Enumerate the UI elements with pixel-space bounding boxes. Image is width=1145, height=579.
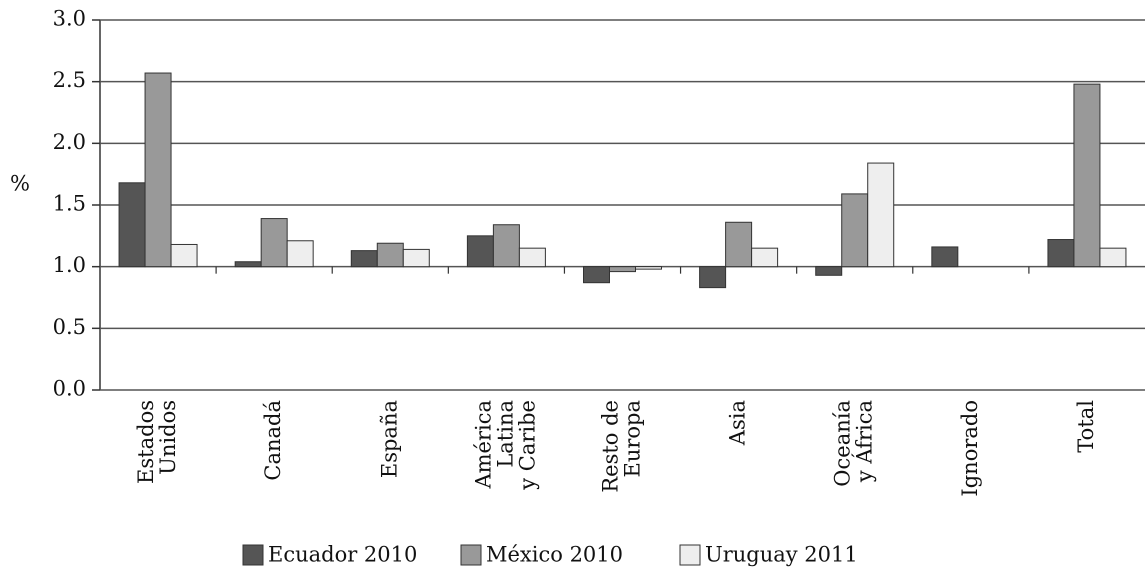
x-tick-label: España (377, 400, 401, 478)
bar (376, 242, 404, 268)
x-tick-label-line: Asia (725, 400, 749, 446)
y-tick-label: 2.0 (53, 130, 86, 154)
legend-swatch (242, 544, 264, 566)
bar (751, 247, 779, 268)
x-tick-label-line: y África (852, 400, 876, 483)
bar (1047, 239, 1075, 268)
bar (635, 266, 662, 270)
x-tick-label: Oceaníay África (830, 400, 876, 487)
x-tick-label-line: Estados (134, 400, 158, 484)
bar (466, 235, 494, 268)
bar (518, 247, 546, 268)
bar (699, 266, 727, 289)
bar (118, 182, 146, 268)
legend-label: Uruguay 2011 (705, 543, 858, 567)
legend-label: México 2010 (486, 543, 623, 567)
x-tick-label: Total (1073, 400, 1097, 453)
bar (234, 261, 262, 268)
bar (144, 72, 172, 268)
x-tick-label-line: Oceanía (830, 400, 854, 487)
legend-swatch (460, 544, 482, 566)
x-tick-label-line: Total (1073, 400, 1097, 453)
x-tick-label-line: Latina (493, 400, 517, 468)
x-tick-label-line: Unidos (156, 400, 180, 475)
bar (1073, 83, 1101, 268)
bar (1099, 247, 1127, 268)
x-tick-label-line: Canadá (261, 400, 285, 481)
bar (170, 243, 198, 268)
y-axis-label: % (10, 172, 30, 196)
bar (350, 250, 378, 268)
bar (492, 224, 520, 268)
legend-label: Ecuador 2010 (268, 543, 417, 567)
x-tick-label-line: Europa (620, 400, 644, 478)
x-tick-label: Ignorado (957, 400, 981, 497)
bar (609, 266, 636, 273)
bar (402, 248, 430, 268)
bar (286, 240, 314, 268)
bar (841, 193, 869, 268)
x-tick-label: Canadá (261, 400, 285, 481)
y-tick-label: 3.0 (53, 7, 86, 31)
y-tick-label: 1.0 (53, 253, 86, 277)
x-tick-label: Asia (725, 400, 749, 446)
x-tick-label-line: España (377, 400, 401, 478)
bar (867, 162, 895, 268)
legend-swatch (679, 544, 701, 566)
x-tick-label-line: Ignorado (957, 400, 981, 497)
x-tick-label: AméricaLatinay Caribe (471, 400, 539, 491)
x-tick-label-line: Resto de (598, 400, 622, 493)
bar (931, 246, 959, 268)
y-tick-label: 0.0 (53, 377, 86, 401)
x-tick-label-line: y Caribe (515, 400, 539, 491)
y-tick-label: 0.5 (53, 315, 86, 339)
x-tick-label: Resto deEuropa (598, 400, 644, 493)
bar (583, 266, 610, 284)
y-tick-label: 1.5 (53, 192, 86, 216)
x-tick-label: EstadosUnidos (134, 400, 180, 484)
bar (260, 218, 288, 268)
bar (815, 266, 843, 276)
y-tick-label: 2.5 (53, 68, 86, 92)
x-tick-label-line: América (471, 400, 495, 490)
bar (725, 221, 753, 268)
